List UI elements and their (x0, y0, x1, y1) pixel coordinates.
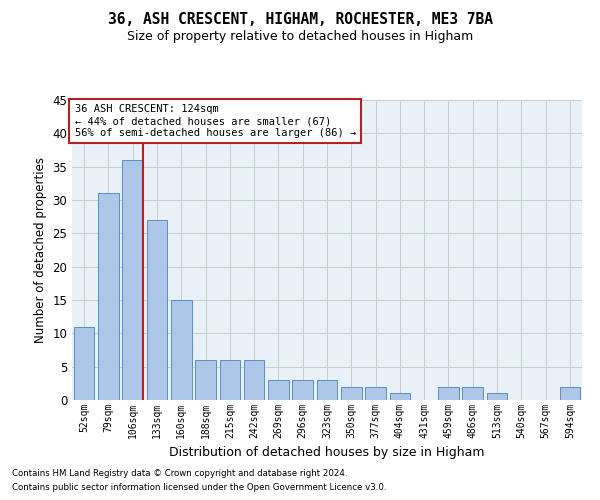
Text: Size of property relative to detached houses in Higham: Size of property relative to detached ho… (127, 30, 473, 43)
Y-axis label: Number of detached properties: Number of detached properties (34, 157, 47, 343)
Bar (98, 194, 119, 400)
Bar (268, 380, 289, 400)
Bar (389, 394, 410, 400)
Text: Contains public sector information licensed under the Open Government Licence v3: Contains public sector information licen… (12, 484, 386, 492)
Text: 36 ASH CRESCENT: 124sqm
← 44% of detached houses are smaller (67)
56% of semi-de: 36 ASH CRESCENT: 124sqm ← 44% of detache… (74, 104, 356, 138)
Bar (146, 220, 167, 400)
Text: Contains HM Land Registry data © Crown copyright and database right 2024.: Contains HM Land Registry data © Crown c… (12, 468, 347, 477)
Bar (122, 160, 143, 400)
Bar (195, 360, 216, 400)
X-axis label: Distribution of detached houses by size in Higham: Distribution of detached houses by size … (169, 446, 485, 460)
Bar (341, 386, 362, 400)
Bar (560, 386, 580, 400)
Bar (74, 326, 94, 400)
Bar (438, 386, 459, 400)
Bar (220, 360, 240, 400)
Bar (244, 360, 265, 400)
Bar (463, 386, 483, 400)
Bar (317, 380, 337, 400)
Bar (171, 300, 191, 400)
Text: 36, ASH CRESCENT, HIGHAM, ROCHESTER, ME3 7BA: 36, ASH CRESCENT, HIGHAM, ROCHESTER, ME3… (107, 12, 493, 28)
Bar (365, 386, 386, 400)
Bar (292, 380, 313, 400)
Bar (487, 394, 508, 400)
